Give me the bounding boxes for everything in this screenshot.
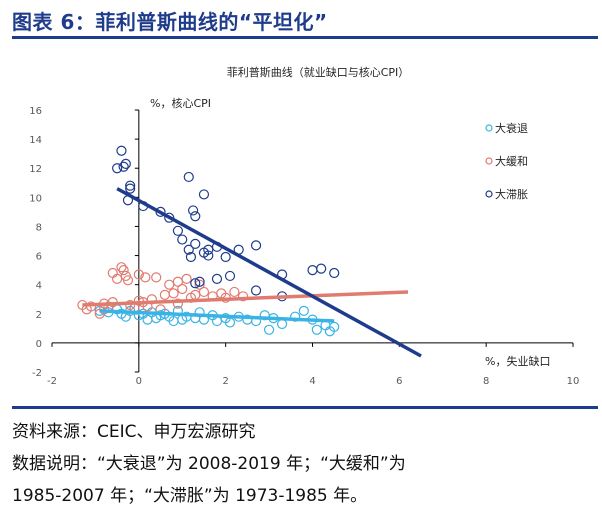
y-axis-label: %，核心CPI	[150, 96, 211, 110]
data-point	[133, 295, 144, 306]
data-point	[151, 272, 162, 283]
y-tick-label: 4	[36, 281, 42, 292]
figure-title: 图表 6：菲利普斯曲线的“平坦化”	[12, 10, 328, 34]
trendline-3	[116, 187, 422, 358]
chart-title: 菲利普斯曲线（就业缺口与核心CPI）	[227, 65, 410, 79]
data-point	[263, 324, 275, 335]
x-tick-label: 8	[483, 376, 489, 387]
data-point	[168, 288, 179, 299]
data-point	[194, 279, 205, 290]
legend-label: 大缓和	[495, 154, 528, 168]
x-tick-label: 2	[222, 376, 228, 387]
legend-label: 大滞胀	[495, 187, 528, 201]
y-tick-label: 10	[29, 193, 42, 204]
data-point	[118, 265, 129, 276]
x-tick-label: -2	[47, 376, 57, 387]
legend-marker	[485, 124, 493, 132]
data-point	[220, 251, 231, 263]
title-rule	[12, 36, 598, 39]
data-point	[122, 275, 134, 286]
data-point	[198, 286, 210, 298]
y-tick-label: 0	[36, 339, 42, 350]
data-point	[118, 161, 129, 172]
data-point	[190, 211, 201, 222]
phillips-curve-chart: 菲利普斯曲线（就业缺口与核心CPI） %，核心CPI %，失业缺口 -2 0 2 4 6…	[29, 65, 579, 387]
data-point	[172, 276, 184, 287]
data-point	[190, 238, 201, 250]
data-point	[183, 171, 194, 183]
x-tick-label: 10	[567, 376, 580, 387]
data-point	[133, 310, 144, 321]
data-point	[125, 180, 136, 191]
data-point	[140, 272, 151, 283]
x-tick-label: 6	[396, 376, 402, 387]
data-points	[77, 145, 340, 337]
data-point	[198, 189, 210, 200]
data-point	[183, 244, 194, 255]
data-point	[329, 321, 340, 332]
legend-label: 大衰退	[495, 121, 528, 135]
trendlines	[82, 187, 422, 358]
source-note: 资料来源：CEIC、申万宏源研究	[12, 422, 256, 442]
legend-marker	[485, 190, 493, 198]
data-point	[177, 234, 188, 245]
series-3	[112, 145, 340, 302]
x-tick-label: 0	[136, 376, 142, 387]
data-point	[116, 145, 127, 156]
data-point	[229, 286, 240, 298]
axes: -2 0 2 4 6 8 10 -2 0 2 4 6 8 10 12 14 16	[29, 106, 579, 387]
data-point	[250, 285, 262, 296]
data-point	[250, 240, 262, 251]
data-point	[177, 283, 188, 295]
data-note-line-1: 数据说明：“大衰退”为 2008-2019 年；“大缓和”为	[12, 454, 406, 474]
notes: 资料来源：CEIC、申万宏源研究 数据说明：“大衰退”为 2008-2019 年…	[12, 416, 598, 512]
footer-rule	[12, 406, 598, 409]
data-point	[185, 251, 197, 263]
y-tick-label: 2	[36, 310, 42, 321]
data-point	[203, 250, 214, 261]
data-point	[107, 267, 118, 279]
data-point	[181, 273, 192, 284]
data-note-line-2: 1985-2007 年；“大滞胀”为 1973-1985 年。	[12, 486, 368, 506]
data-point	[112, 163, 123, 174]
data-point	[290, 311, 301, 322]
data-point	[316, 263, 327, 274]
data-point	[164, 212, 175, 223]
data-point	[311, 324, 322, 335]
data-point	[125, 183, 136, 194]
data-point	[190, 278, 201, 289]
data-point	[224, 270, 236, 282]
data-point	[307, 265, 318, 276]
data-point	[133, 269, 144, 280]
y-tick-label: 16	[29, 106, 42, 117]
legend-marker	[485, 157, 493, 165]
data-point	[188, 205, 199, 216]
x-axis-label: %，失业缺口	[485, 354, 550, 368]
x-tick-label: 4	[309, 376, 315, 387]
data-point	[120, 158, 131, 169]
y-tick-label: 14	[29, 135, 42, 146]
y-tick-label: 6	[36, 252, 42, 263]
data-point	[116, 262, 127, 273]
data-point	[172, 225, 184, 236]
y-tick-label: 8	[36, 222, 42, 233]
trendline-2	[82, 290, 409, 307]
data-point	[298, 305, 309, 316]
data-point	[211, 273, 223, 284]
data-point	[277, 318, 288, 330]
data-point	[329, 267, 340, 279]
trendline-1	[99, 309, 335, 323]
y-tick-label: 12	[29, 164, 42, 175]
data-point	[237, 291, 249, 302]
data-point	[172, 298, 184, 309]
data-point	[159, 289, 170, 300]
data-point	[164, 279, 175, 290]
data-point	[194, 276, 205, 287]
y-tick-label: -2	[32, 368, 42, 379]
